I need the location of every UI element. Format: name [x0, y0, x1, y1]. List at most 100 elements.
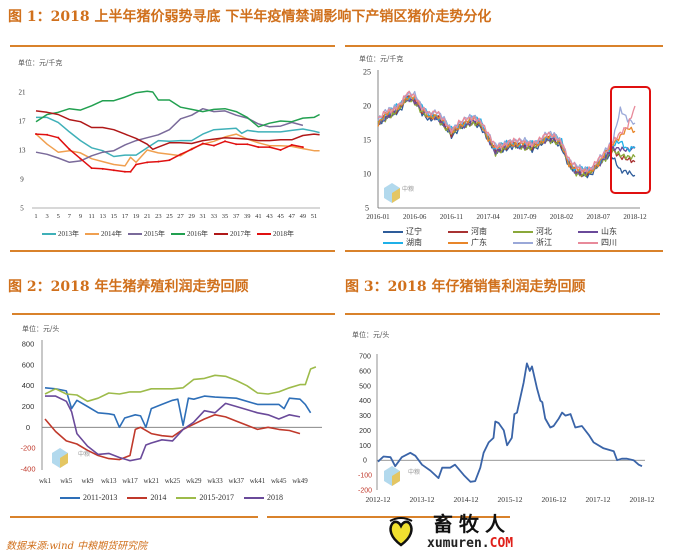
legend-label: 2017年 [230, 230, 251, 238]
y-tick-label: 21 [19, 89, 27, 97]
y-tick-label: 10 [363, 170, 371, 179]
x-tick-label: wk29 [186, 477, 202, 485]
legend-item: 2013年 [42, 229, 79, 239]
data-point [290, 143, 293, 146]
legend-item: 浙江 [513, 237, 568, 248]
legend-item: 2015-2017 [176, 493, 234, 502]
x-tick-label: 2016-12 [542, 495, 567, 504]
x-tick-label: 2016-01 [366, 213, 390, 221]
legend-label: 河北 [536, 227, 552, 236]
data-point [224, 140, 227, 143]
series-line-2018年 [35, 133, 304, 173]
x-tick-label: wk21 [143, 477, 159, 485]
fig1-title: 图 1：2018 上半年猪价弱势寻底 下半年疫情禁调影响下产销区猪价走势分化 [8, 9, 492, 25]
legend-item: 四川 [578, 237, 633, 248]
data-point [257, 146, 260, 149]
divider [345, 45, 663, 47]
data-point [57, 136, 60, 139]
divider [10, 45, 335, 47]
series-line-2011-2013 [44, 387, 312, 429]
y-tick-label: 15 [363, 136, 371, 145]
x-tick-label: 41 [255, 213, 262, 220]
legend-swatch [85, 233, 99, 235]
legend-label: 浙江 [536, 238, 552, 247]
data-point [79, 157, 82, 160]
series-line-湖南 [377, 94, 636, 172]
x-tick-label: 2015-12 [498, 495, 523, 504]
legend-swatch [578, 241, 598, 244]
legend-label: 2016年 [187, 230, 208, 238]
x-tick-label: wk25 [165, 477, 181, 485]
x-tick-label: 19 [133, 213, 140, 220]
legend-swatch [214, 233, 228, 235]
legend-item: 2014 [127, 493, 166, 502]
x-tick-label: 2012-12 [366, 495, 391, 504]
x-tick-label: 29 [188, 213, 195, 220]
x-tick-label: 37 [233, 213, 240, 220]
y-tick-label: 5 [365, 204, 369, 213]
divider [267, 516, 510, 518]
legend-item: 2018 [244, 493, 283, 502]
x-tick-label: 33 [211, 213, 218, 220]
legend-label: 2014年 [101, 230, 122, 238]
y-tick-label: 20 [363, 102, 371, 111]
legend-item: 2014年 [85, 229, 122, 239]
data-point [135, 163, 138, 166]
fig3-title: 图 3：2018 年仔猪销售利润走势回顾 [345, 279, 586, 295]
x-tick-label: 45 [277, 213, 284, 220]
legend-label: 辽宁 [406, 227, 422, 236]
x-tick-label: 2017-04 [476, 213, 500, 221]
y-tick-label: 5 [20, 205, 24, 213]
x-tick-label: 11 [88, 213, 94, 220]
data-point [46, 133, 49, 136]
cofco-logo-icon [392, 188, 400, 203]
x-tick-label: 25 [166, 213, 173, 220]
x-tick-label: wk49 [292, 477, 308, 485]
legend-swatch [257, 233, 271, 235]
x-tick-label: 39 [244, 213, 251, 220]
series-line-2013年 [36, 116, 320, 158]
legend-item: 河南 [448, 226, 503, 237]
legend-swatch [578, 230, 598, 233]
x-tick-label: wk1 [39, 477, 52, 485]
divider [345, 250, 663, 252]
x-tick-label: 2017-09 [513, 213, 537, 221]
legend-swatch [513, 241, 533, 244]
y-tick-label: 300 [359, 413, 371, 420]
legend-item: 湖南 [383, 237, 438, 248]
data-point [301, 146, 304, 149]
y-tick-label: 200 [359, 428, 371, 435]
legend-label: 2015-2017 [199, 493, 235, 502]
legend-item: 2017年 [214, 229, 251, 239]
data-point [101, 167, 104, 170]
series-line-2014 [44, 414, 301, 461]
legend-item: 河北 [513, 226, 568, 237]
x-tick-label: 15 [111, 213, 118, 220]
x-tick-label: wk41 [250, 477, 266, 485]
y-tick-label: 100 [359, 443, 371, 450]
fig2-unit: 单位：元/头 [22, 325, 60, 333]
legend-swatch [513, 230, 533, 233]
legend-weekly-price: 2013年 2014年 2015年 2016年 2017年 2018年 [42, 229, 332, 239]
y-tick-label: 0 [26, 423, 30, 432]
legend-item: 山东 [578, 226, 633, 237]
legend-label: 2015年 [144, 230, 165, 238]
legend-swatch [60, 496, 80, 499]
legend-label: 2018年 [273, 230, 294, 238]
legend-item: 2011-2013 [60, 493, 117, 502]
x-tick-label: wk17 [122, 477, 138, 485]
legend-label: 广东 [471, 238, 487, 247]
cofco-logo-icon [392, 471, 400, 486]
x-tick-label: 2018-12 [630, 495, 655, 504]
series-line-2015-2017 [44, 366, 317, 403]
y-tick-label: 17 [19, 118, 27, 126]
series-line-广东 [377, 94, 636, 174]
legend-label: 湖南 [406, 238, 422, 247]
x-tick-label: wk9 [81, 477, 94, 485]
series-line-piglet-profit [377, 362, 643, 483]
y-tick-label: 200 [22, 402, 35, 411]
x-tick-label: 2018-02 [550, 213, 574, 221]
fig3-unit: 单位：元/头 [352, 331, 390, 339]
legend-swatch [383, 230, 403, 233]
